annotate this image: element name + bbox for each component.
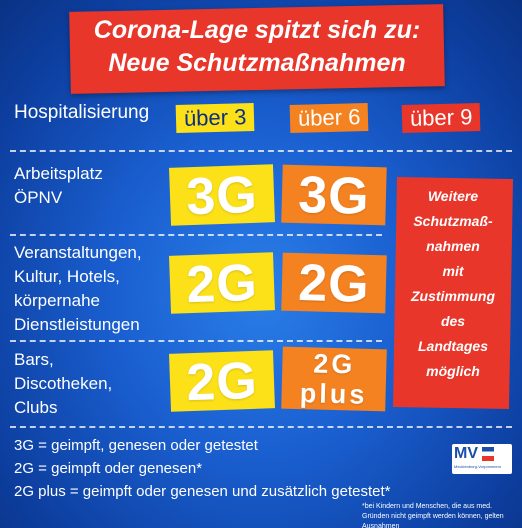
title-line-2: Neue Schutzmaßnahmen — [108, 49, 406, 77]
badge-2g-orange: 2G — [281, 252, 387, 314]
badge-text: 2G — [297, 254, 371, 314]
divider — [10, 426, 512, 428]
divider — [10, 150, 512, 152]
logo-subtitle: Mecklenburg-Vorpommern — [454, 464, 502, 469]
threshold-over-9: über 9 — [401, 102, 481, 134]
badge-2g-plus: 2G plus — [281, 346, 387, 412]
badge-text: 2G — [185, 253, 259, 315]
badge-text-plus: plus — [299, 378, 368, 410]
logo-mark: MV — [454, 445, 478, 462]
row-label-arbeitsplatz: Arbeitsplatz ÖPNV — [14, 164, 103, 207]
flag-icon — [482, 447, 494, 461]
legend-3g: 3G = geimpft, genesen oder getestet — [14, 437, 258, 454]
badge-text: 3G — [297, 166, 371, 226]
row-label-bars: Bars, Discotheken, Clubs — [14, 350, 113, 417]
divider — [10, 234, 382, 236]
title: Corona-Lage spitzt sich zu: Neue Schutzm… — [70, 14, 444, 80]
mv-logo: MV Mecklenburg-Vorpommern — [452, 444, 512, 474]
badge-2g-yellow: 2G — [169, 252, 275, 314]
title-line-1: Corona-Lage spitzt sich zu: — [93, 16, 421, 44]
badge-text: 2G — [185, 351, 259, 413]
badge-3g-orange: 3G — [281, 164, 387, 226]
badge-text-2g: 2G — [312, 348, 356, 380]
hospitalisierung-label: Hospitalisierung — [14, 102, 150, 123]
legend-2g: 2G = geimpft oder genesen* — [14, 460, 203, 477]
badge-text: 3G — [185, 165, 259, 227]
threshold-over-3: über 3 — [175, 102, 255, 134]
legend-2g-plus: 2G plus = geimpft oder genesen und zusät… — [14, 483, 391, 500]
badge-2g-yellow-bars: 2G — [169, 350, 275, 412]
row-label-veranstaltungen: Veranstaltungen, Kultur, Hotels, körpern… — [14, 243, 142, 334]
divider — [10, 340, 382, 342]
badge-3g-yellow: 3G — [169, 164, 275, 226]
red-column-text: Weitere Schutzmaß- nahmen mit Zustimmung… — [411, 188, 495, 379]
threshold-over-6: über 6 — [289, 102, 369, 134]
footnote: *bei Kindern und Menschen, die aus med. … — [362, 503, 504, 528]
